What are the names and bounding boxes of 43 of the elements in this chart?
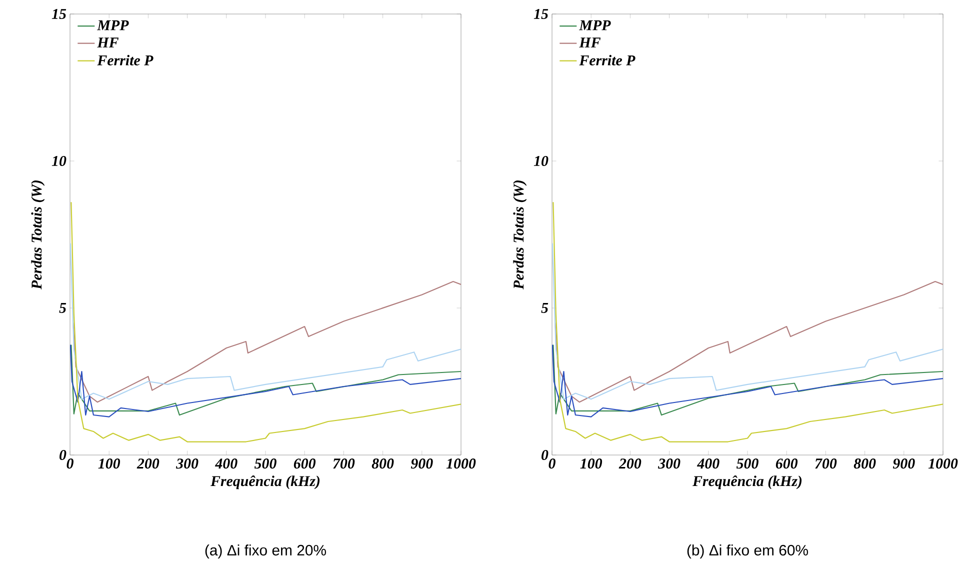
x-tick-label: 500 xyxy=(254,458,276,469)
x-tick-label: 700 xyxy=(815,458,837,469)
line-series xyxy=(554,280,944,403)
y-tick-label: 10 xyxy=(534,156,548,166)
legend-label: Ferrite P xyxy=(579,54,636,66)
text: (b) Δi fixo em 60% xyxy=(687,544,808,558)
x-tick-label: 900 xyxy=(892,458,915,469)
x-tick-label: 1000 xyxy=(928,458,958,469)
y-tick-label: 10 xyxy=(52,156,66,166)
x-tick-label: 400 xyxy=(214,458,238,469)
y-axis-title: Perdas Totais (W) xyxy=(31,180,45,290)
y-tick-label: 5 xyxy=(59,303,66,313)
legend-label: MPP xyxy=(578,20,611,30)
legend-label: HF xyxy=(579,38,601,48)
y-axis-title: Perdas Totais (W) xyxy=(513,180,527,290)
x-tick-label: 300 xyxy=(658,458,680,469)
x-tick-label: 0 xyxy=(548,458,556,469)
x-tick-label: 600 xyxy=(294,458,316,469)
x-tick-label: 500 xyxy=(736,458,758,469)
y-tick-label: 0 xyxy=(60,450,66,460)
y-tick-label: 0 xyxy=(542,450,548,460)
x-tick-label: 100 xyxy=(580,458,602,469)
x-axis-title: Frequência (kHz) xyxy=(210,475,320,490)
x-tick-label: 800 xyxy=(854,458,876,469)
legend-label: Ferrite P xyxy=(97,54,154,66)
x-tick-label: 0 xyxy=(66,458,74,469)
y-tick-label: 15 xyxy=(534,8,548,19)
legend-label: HF xyxy=(97,38,119,48)
x-tick-label: 900 xyxy=(410,458,433,469)
x-tick-label: 800 xyxy=(372,458,394,469)
y-tick-label: 15 xyxy=(52,8,66,19)
x-tick-label: 300 xyxy=(176,458,198,469)
x-tick-label: 1000 xyxy=(446,458,476,469)
x-tick-label: 700 xyxy=(333,458,355,469)
text: (a) Δi fixo em 20% xyxy=(205,544,326,558)
x-tick-label: 200 xyxy=(618,458,642,469)
x-tick-label: 600 xyxy=(776,458,798,469)
legend-label: MPP xyxy=(96,20,129,30)
x-axis-title: Frequência (kHz) xyxy=(692,475,802,490)
x-tick-label: 100 xyxy=(98,458,120,469)
x-tick-label: 400 xyxy=(696,458,720,469)
x-tick-label: 200 xyxy=(136,458,160,469)
y-tick-label: 5 xyxy=(541,303,548,313)
